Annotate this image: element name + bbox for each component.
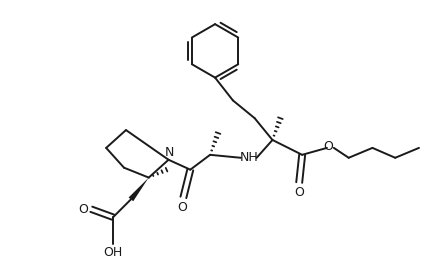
Text: NH: NH bbox=[239, 151, 258, 164]
Text: O: O bbox=[294, 186, 304, 199]
Text: O: O bbox=[177, 201, 187, 214]
Text: O: O bbox=[79, 203, 88, 216]
Text: OH: OH bbox=[103, 246, 123, 259]
Polygon shape bbox=[129, 178, 149, 201]
Text: O: O bbox=[323, 140, 333, 153]
Text: N: N bbox=[165, 146, 174, 159]
